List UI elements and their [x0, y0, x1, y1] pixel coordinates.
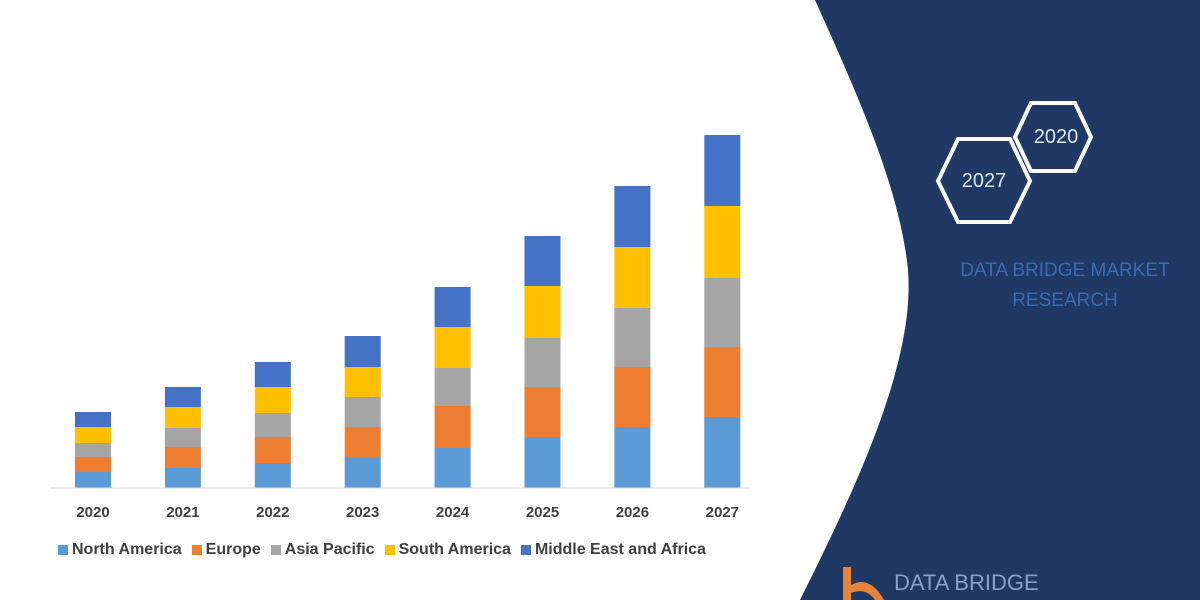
x-tick-label: 2021 — [166, 504, 200, 521]
bar-segment-2023-south-america — [344, 367, 381, 397]
legend-item-asia-pacific: Asia Pacific — [270, 541, 375, 559]
bar-segment-2023-asia-pacific — [344, 397, 381, 427]
bar-segment-2023-middle-east-and-africa — [344, 336, 381, 367]
bar-segment-2025-south-america — [524, 286, 561, 338]
bars — [75, 135, 741, 488]
legend-item-north-america: North America — [58, 541, 182, 559]
bar-segment-2023-north-america — [344, 458, 381, 488]
bar-segment-2022-asia-pacific — [254, 413, 291, 437]
bar-segment-2021-north-america — [164, 468, 201, 488]
hex-year-2020: 2020 — [1033, 126, 1079, 148]
legend-swatch — [384, 545, 395, 555]
bar-segment-2022-south-america — [254, 387, 291, 413]
legend-label: Europe — [205, 541, 261, 558]
bar-segment-2021-middle-east-and-africa — [164, 387, 201, 407]
bar-segment-2025-asia-pacific — [524, 338, 561, 387]
bar-segment-2026-asia-pacific — [614, 308, 651, 367]
legend-item-middle-east-africa: Middle East and Africa — [520, 541, 706, 559]
bar-segment-2020-south-america — [75, 427, 111, 443]
x-tick-label: 2020 — [76, 504, 110, 521]
legend-swatch — [191, 545, 202, 555]
bar-segment-2020-middle-east-and-africa — [75, 412, 111, 427]
hexagon-2027 — [935, 137, 1033, 224]
hex-year-2027: 2027 — [961, 170, 1007, 192]
bar-segment-2027-south-america — [704, 206, 741, 278]
bar-segment-2024-europe — [434, 406, 471, 448]
x-tick-label: 2025 — [525, 504, 560, 521]
legend-item-south-america: South America — [384, 541, 511, 559]
bar-segment-2020-north-america — [75, 472, 111, 488]
bar-segment-2022-middle-east-and-africa — [254, 362, 291, 387]
brand-line-1: DATA BRIDGE MARKET — [960, 260, 1170, 281]
legend-label: Asia Pacific — [284, 541, 375, 558]
legend-swatch — [520, 545, 531, 555]
bar-segment-2022-north-america — [254, 463, 291, 488]
bar-segment-2027-europe — [704, 347, 741, 417]
brand-title: DATA BRIDGE MARKET RESEARCH — [900, 256, 1200, 316]
bar-segment-2022-europe — [254, 437, 291, 463]
bar-segment-2024-middle-east-and-africa — [434, 287, 471, 327]
hexagon-2020 — [1012, 101, 1094, 173]
legend-swatch — [270, 545, 281, 555]
legend-label: South America — [398, 541, 511, 558]
bar-segment-2024-north-america — [434, 448, 471, 488]
brand-line-2: RESEARCH — [1012, 290, 1118, 311]
bar-segment-2021-europe — [164, 447, 201, 468]
bar-segment-2025-north-america — [524, 437, 561, 488]
bar-segment-2025-europe — [524, 387, 561, 437]
legend-item-europe: Europe — [191, 541, 261, 559]
bar-segment-2027-north-america — [704, 417, 741, 488]
legend-swatch — [58, 545, 68, 555]
bar-segment-2023-europe — [344, 427, 381, 458]
x-tick-label: 2022 — [256, 504, 290, 521]
bar-segment-2026-north-america — [614, 427, 651, 488]
bar-segment-2020-europe — [75, 457, 111, 472]
x-tick-label: 2023 — [346, 504, 380, 521]
bar-segment-2027-asia-pacific — [704, 278, 741, 347]
x-tick-label: 2026 — [615, 504, 650, 521]
bar-segment-2026-middle-east-and-africa — [614, 186, 651, 247]
bar-segment-2020-asia-pacific — [75, 443, 111, 457]
x-tick-label: 2027 — [705, 504, 739, 521]
bar-segment-2021-south-america — [164, 407, 201, 428]
side-panel — [800, 0, 1200, 600]
bar-segment-2024-asia-pacific — [434, 368, 471, 406]
logo-icon — [843, 567, 884, 600]
legend-label: North America — [72, 541, 182, 558]
bar-segment-2025-middle-east-and-africa — [524, 236, 561, 286]
bar-segment-2027-middle-east-and-africa — [704, 135, 741, 206]
logo-text: DATA BRIDGE — [894, 570, 1039, 595]
bar-segment-2021-asia-pacific — [164, 428, 201, 447]
bar-segment-2026-south-america — [614, 247, 651, 308]
bar-segment-2026-europe — [614, 367, 651, 427]
legend: North America Europe Asia Pacific South … — [58, 541, 706, 559]
legend-label: Middle East and Africa — [534, 541, 706, 558]
x-tick-label: 2024 — [435, 504, 470, 521]
bar-segment-2024-south-america — [434, 327, 471, 368]
